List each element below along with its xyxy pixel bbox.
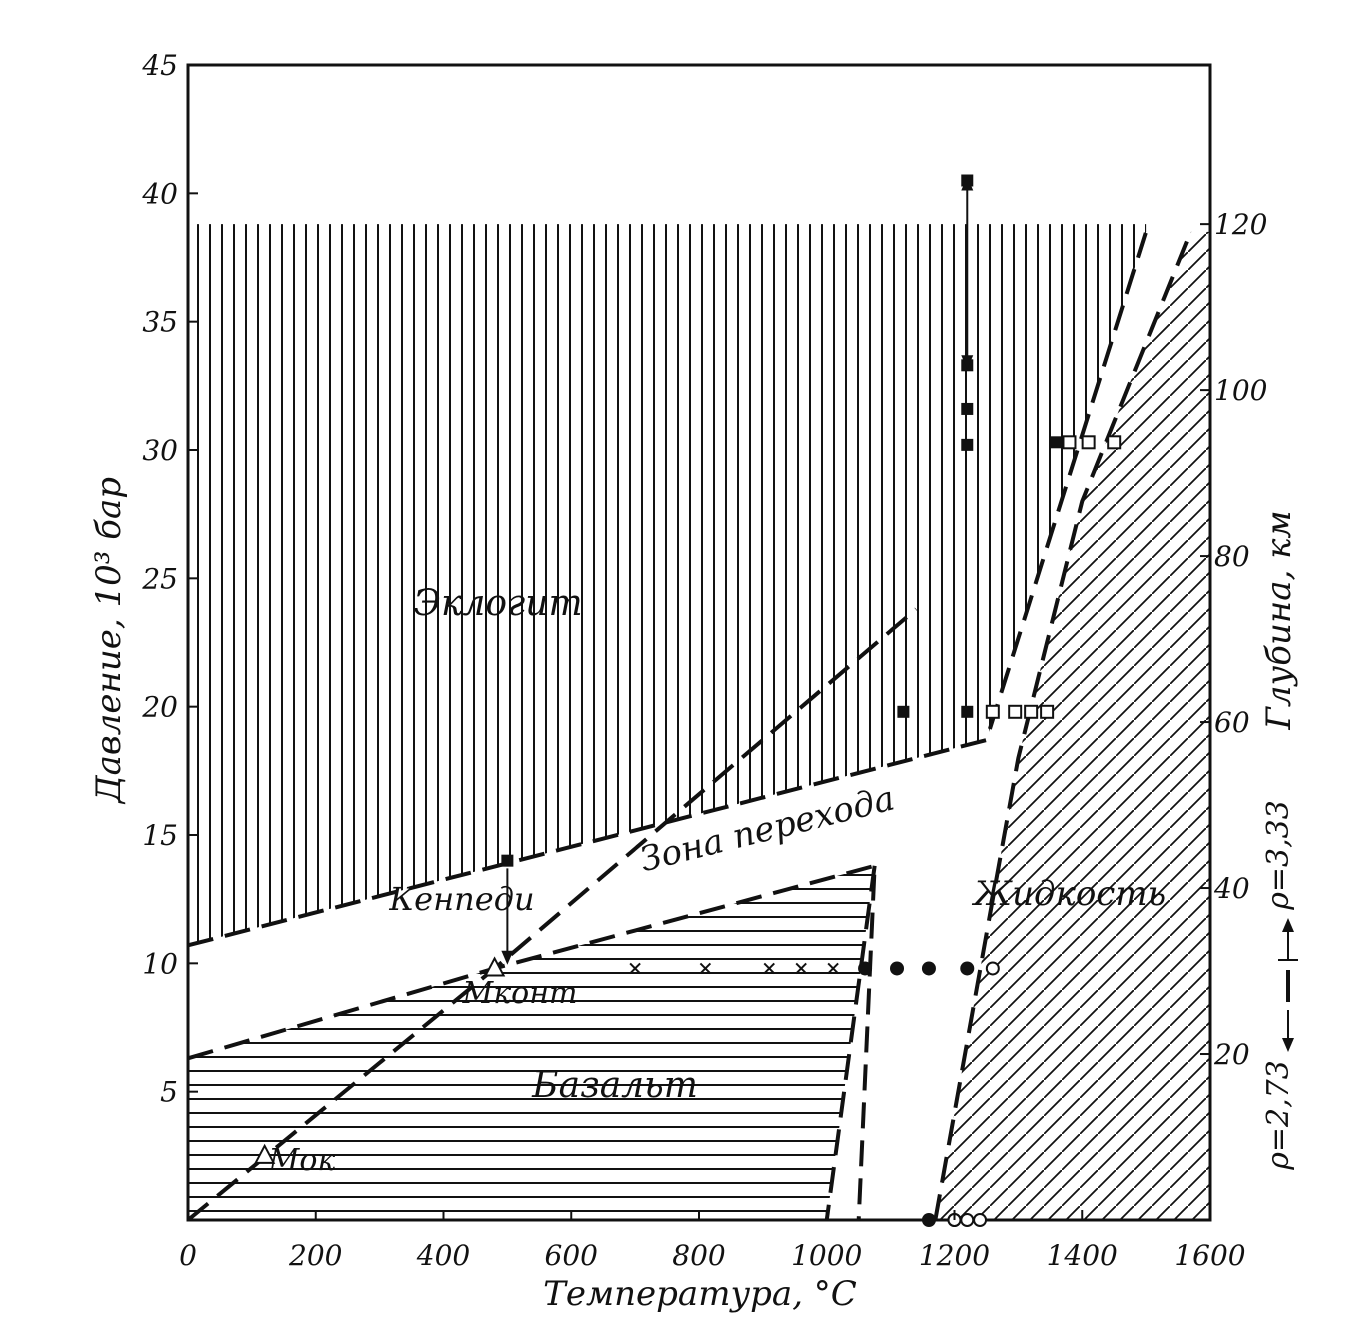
double-arrow	[961, 176, 974, 370]
arrows	[501, 176, 974, 965]
cross-point	[763, 962, 775, 975]
right-axis-label: Глубина, км	[1259, 510, 1299, 730]
x-tick-label: 0	[179, 1239, 197, 1272]
open-circle-point	[985, 961, 1000, 976]
right-tick-label: 120	[1214, 208, 1267, 241]
boundary-eclogite-lower	[187, 231, 1149, 948]
x-tick-label: 1400	[1047, 1239, 1118, 1272]
density-upper-label: ρ=3,33	[1261, 800, 1296, 911]
region-hatching	[188, 224, 1210, 1221]
y-tick-label: 30	[142, 434, 178, 467]
kennedy-label: Кенneди	[388, 880, 534, 918]
open-square-point	[1081, 435, 1096, 450]
boundary-basalt-transition-steep	[824, 865, 877, 1221]
density-lower-label: ρ=2,73	[1261, 1060, 1296, 1171]
axis-ticks: 0 200 400 600 800 1000 1200 1400 1600 5 10 15 20 25 30…	[141, 49, 1267, 1272]
filled-square-point	[961, 402, 974, 415]
filled-square-point	[501, 854, 514, 867]
cross-point	[629, 962, 641, 975]
filled-circle-point	[921, 1213, 936, 1227]
filled-circle-point	[960, 961, 975, 976]
open-square-point	[985, 704, 1000, 719]
density-divider	[1278, 918, 1298, 1052]
y-tick-label: 20	[141, 691, 178, 724]
x-tick-label: 1600	[1174, 1239, 1245, 1272]
eclogite-label: Эклогит	[413, 583, 582, 624]
filled-circle-point	[890, 961, 905, 976]
y-tick-label: 15	[142, 819, 178, 852]
filled-circle-point	[858, 961, 873, 976]
x-tick-label: 400	[416, 1239, 470, 1272]
x-tick-label: 1200	[919, 1239, 990, 1272]
filled-square-point	[897, 705, 910, 718]
filled-square-point	[961, 438, 974, 451]
kennedy-arrow	[501, 868, 514, 965]
x-tick-label: 1000	[791, 1239, 862, 1272]
y-tick-label: 35	[142, 306, 178, 339]
y-tick-label: 40	[141, 177, 178, 210]
filled-square-point	[961, 705, 974, 718]
right-tick-label: 80	[1214, 540, 1250, 573]
open-square-point	[1040, 704, 1055, 719]
y-tick-label: 10	[142, 947, 178, 980]
liquid-label: Жидкость	[971, 874, 1166, 914]
y-tick-label: 25	[141, 562, 178, 595]
right-tick-label: 40	[1213, 872, 1250, 905]
liquid-area	[935, 231, 1210, 1221]
data-points	[253, 174, 1122, 1227]
basalt-label: Базальт	[531, 1065, 698, 1106]
y-tick-label: 45	[141, 49, 178, 82]
y-axis-label: Давление, 10³ бар	[89, 477, 129, 805]
boundary-liquidus	[933, 231, 1193, 1221]
y-tick-label: 5	[160, 1076, 178, 1109]
x-axis-label: Температура, °С	[543, 1274, 857, 1314]
x-tick-label: 200	[288, 1239, 342, 1272]
right-tick-label: 100	[1214, 374, 1267, 407]
cross-point	[699, 962, 712, 975]
open-square-point	[1008, 704, 1023, 719]
x-tick-label: 600	[545, 1239, 598, 1272]
open-square-point	[1107, 435, 1122, 450]
m-ok-label: Мок	[268, 1143, 336, 1178]
open-square-point	[1024, 704, 1039, 719]
open-circle-point	[960, 1213, 975, 1227]
open-square-point	[1062, 435, 1077, 450]
open-triangle-point	[483, 956, 506, 977]
x-tick-label: 800	[672, 1239, 725, 1272]
eclogite-area	[188, 224, 1147, 946]
filled-circle-point	[921, 961, 936, 976]
basalt-area	[188, 865, 875, 1220]
right-tick-label: 20	[1213, 1038, 1250, 1071]
open-triangle-point	[253, 1143, 276, 1164]
m-cont-label: Мконт	[462, 976, 578, 1011]
filled-square-point	[1050, 436, 1063, 449]
open-circle-point	[973, 1213, 988, 1227]
cross-point	[827, 962, 839, 975]
right-tick-label: 60	[1214, 706, 1250, 739]
boundary-transition-upper	[187, 863, 877, 1221]
cross-point	[795, 962, 807, 975]
